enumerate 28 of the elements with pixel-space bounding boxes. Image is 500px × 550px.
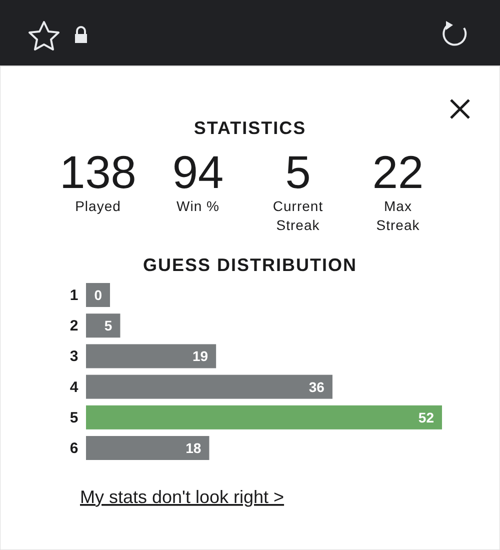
y-tick-label: 2 [70,318,78,335]
y-tick-label: 1 [70,287,78,304]
y-tick-label: 4 [70,378,79,396]
data-label: 52 [418,409,434,426]
y-tick-label: 5 [70,409,78,426]
bar [86,436,210,460]
y-tick-label: 3 [70,348,78,366]
text: 138 [60,146,136,198]
data-label: 5 [104,318,112,334]
text: Current Streak [272,198,324,233]
bar [86,374,332,399]
y-tick-label: 6 [70,440,78,457]
text: 94 [172,146,224,198]
text: Max Streak [376,198,420,233]
text: My stats don't look right > [80,487,284,507]
bar [86,344,216,368]
data-label: 19 [192,348,208,364]
data-label: 36 [308,378,325,395]
text: STATISTICS [194,118,306,138]
text: 22 [372,146,424,198]
data-label: 18 [186,440,202,456]
text: 5 [285,146,311,198]
text: Played [75,198,121,214]
bar [86,314,120,338]
data-label: 0 [94,287,102,303]
chart-title: GUESS DISTRIBUTION [142,255,358,275]
bar [86,405,442,430]
text: Win % [176,198,220,214]
